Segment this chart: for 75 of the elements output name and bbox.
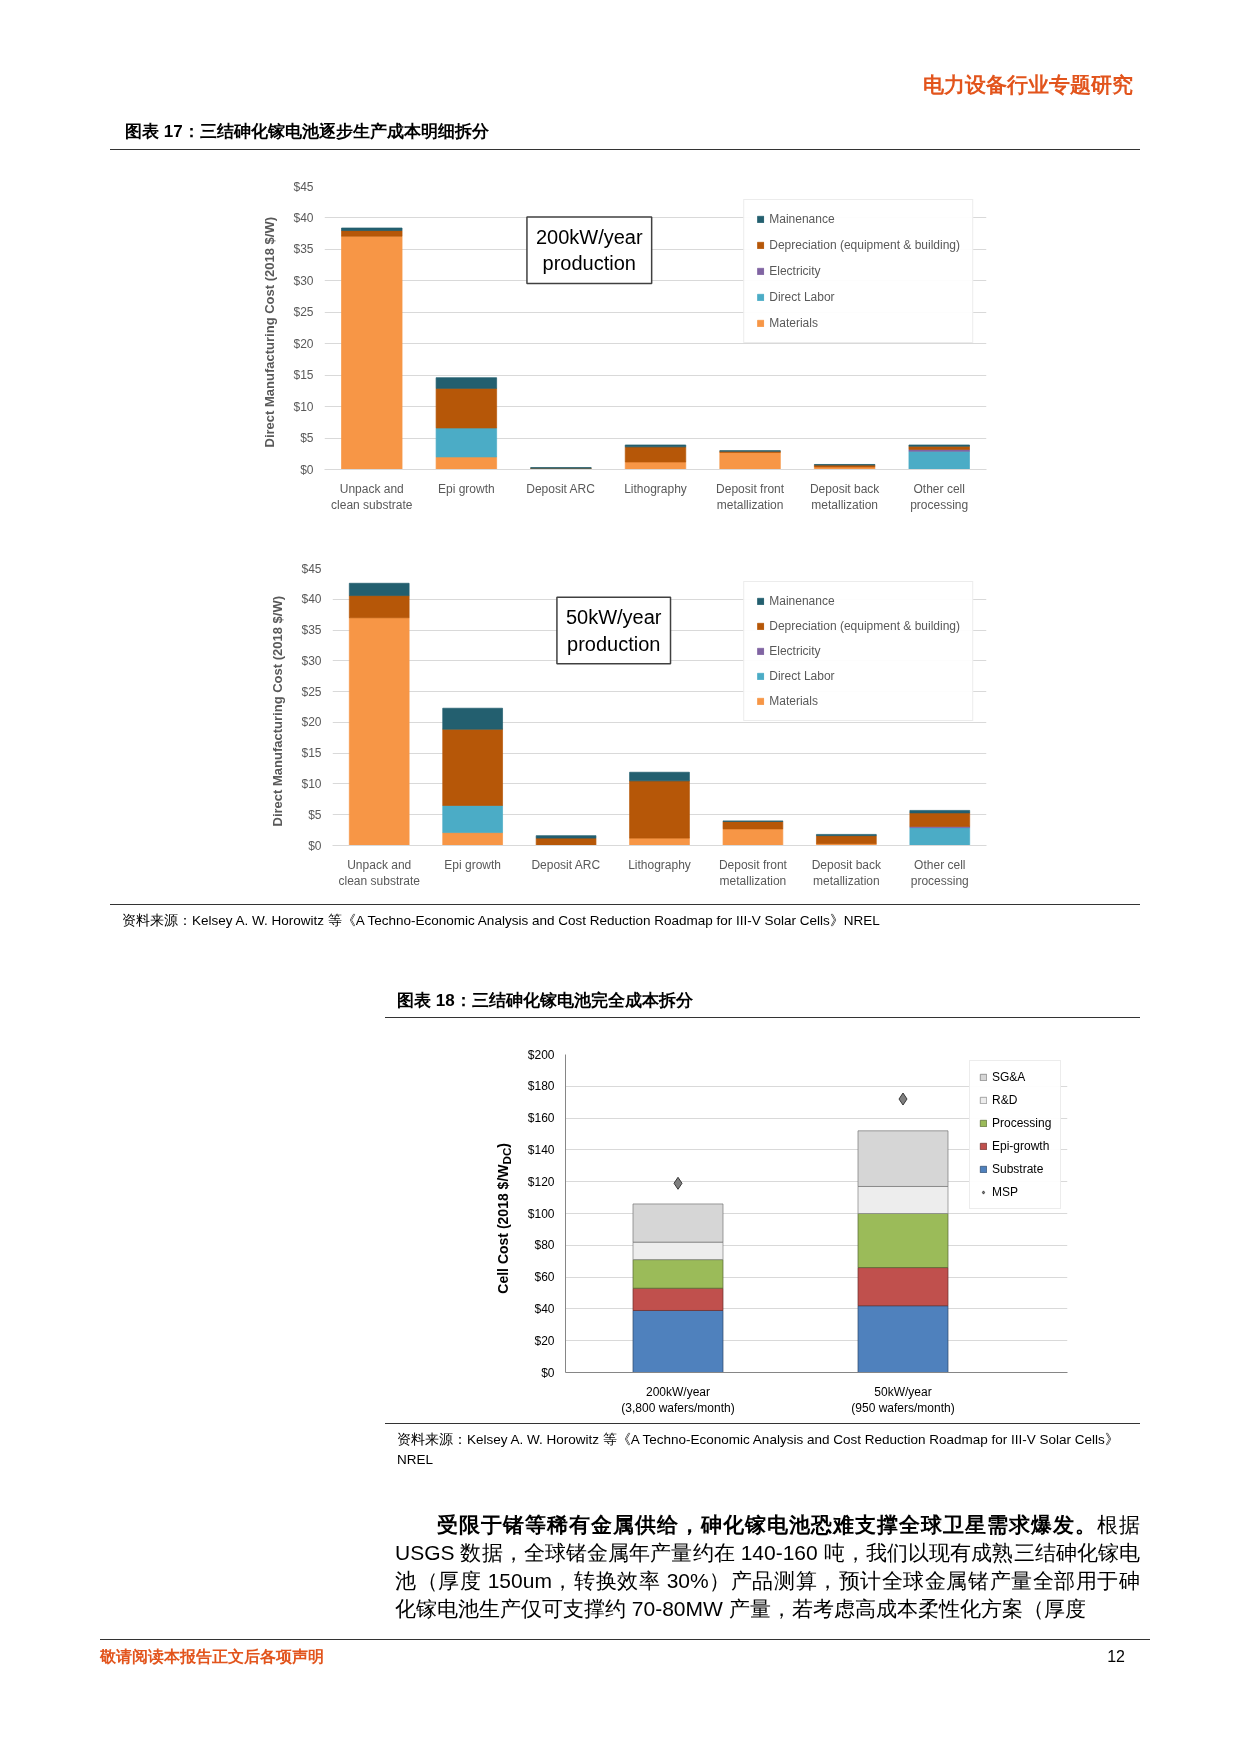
- chart-title: 图表 18：三结砷化镓电池完全成本拆分: [385, 986, 1140, 1018]
- x-tick-label: Deposit ARC: [526, 481, 596, 496]
- legend-label: Direct Labor: [769, 669, 835, 683]
- x-tick-label: Other cell processing: [910, 857, 969, 889]
- legend-label: Depreciation (equipment & building): [769, 238, 960, 252]
- y-tick-label: $35: [301, 623, 322, 638]
- legend-label: Mainenance: [769, 594, 835, 608]
- x-tick-label: Deposit front metallization: [716, 481, 785, 513]
- x-tick-label: Unpack and clean substrate: [331, 481, 413, 513]
- x-tick-label: Other cell processing: [910, 481, 969, 513]
- x-tick-label: Epi growth: [438, 481, 495, 496]
- legend-label: Substrate: [992, 1162, 1044, 1176]
- y-tick-label: $40: [293, 210, 314, 225]
- y-tick-label: $60: [534, 1270, 555, 1285]
- y-tick-label: $40: [534, 1301, 555, 1316]
- legend-label: Materials: [769, 316, 818, 330]
- text: 50kW/year production: [565, 606, 662, 655]
- y-tick-label: $0: [541, 1365, 555, 1380]
- y-tick-label: $20: [301, 715, 322, 730]
- text: 200kW/year production: [535, 225, 643, 275]
- legend-label: Mainenance: [769, 212, 835, 226]
- y-tick-label: $120: [527, 1174, 555, 1189]
- y-tick-label: $35: [293, 242, 314, 257]
- y-tick-label: $160: [527, 1111, 555, 1126]
- chart-title: 图表 17：三结砷化镓电池逐步生产成本明细拆分: [110, 117, 1140, 150]
- legend-label: Materials: [769, 694, 818, 708]
- x-tick-label: Deposit back metallization: [809, 481, 881, 513]
- x-tick-label: Unpack and clean substrate: [338, 857, 421, 889]
- y-tick-label: $20: [293, 336, 314, 351]
- y-tick-label: $20: [534, 1333, 555, 1348]
- legend-label: Electricity: [769, 264, 821, 278]
- y-tick-label: $40: [301, 592, 322, 607]
- y-axis-title: Direct Manufacturing Cost (2018 $/W): [268, 596, 286, 827]
- y-tick-label: $25: [293, 305, 314, 320]
- legend-label: Electricity: [769, 644, 821, 658]
- legend-label: R&D: [992, 1093, 1018, 1107]
- y-tick-label: $25: [301, 684, 322, 699]
- x-tick-label: 50kW/year (950 wafers/month): [851, 1384, 955, 1416]
- legend-label: Epi-growth: [992, 1139, 1050, 1153]
- text: 资料来源：Kelsey A. W. Horowitz 等《A Techno-Economic Analysis and Cost Reduction Roadmap for III-V Solar Cells》NREL: [385, 1423, 1140, 1471]
- y-tick-label: $45: [301, 561, 322, 576]
- y-tick-label: $100: [527, 1206, 555, 1221]
- text: 电力设备行业专题研究: [922, 72, 1133, 98]
- legend-label: Direct Labor: [769, 290, 835, 304]
- y-tick-label: $0: [300, 462, 314, 477]
- y-tick-label: $15: [293, 368, 314, 383]
- x-tick-label: Lithography: [628, 857, 691, 872]
- text: 12: [1107, 1647, 1125, 1667]
- legend-label: Depreciation (equipment & building): [769, 619, 960, 633]
- y-tick-label: $140: [527, 1142, 555, 1157]
- y-tick-label: $5: [300, 431, 314, 446]
- x-tick-label: Deposit ARC: [531, 857, 601, 872]
- y-axis-title: Direct Manufacturing Cost (2018 $/W): [260, 217, 278, 448]
- text: 资料来源：Kelsey A. W. Horowitz 等《A Techno-Economic Analysis and Cost Reduction Roadmap for III-V Solar Cells》NREL: [110, 904, 1140, 976]
- x-tick-label: 200kW/year (3,800 wafers/month): [621, 1384, 735, 1416]
- y-tick-label: $200: [527, 1047, 555, 1062]
- y-tick-label: $80: [534, 1238, 555, 1253]
- x-tick-label: Deposit back metallization: [811, 857, 883, 889]
- legend-label: MSP: [992, 1185, 1019, 1199]
- y-tick-label: $15: [301, 746, 322, 761]
- y-tick-label: $10: [293, 399, 314, 414]
- legend-label: Processing: [992, 1116, 1052, 1130]
- y-tick-label: $5: [308, 807, 322, 822]
- text: 受限于锗等稀有金属供给，砷化镓电池恐难支撑全球卫星需求爆发。: [437, 1513, 1097, 1536]
- y-tick-label: $0: [308, 838, 322, 853]
- x-tick-label: Epi growth: [444, 857, 501, 872]
- x-tick-label: Deposit front metallization: [718, 857, 788, 889]
- y-tick-label: $30: [301, 653, 322, 668]
- y-tick-label: $45: [293, 179, 314, 194]
- y-tick-label: $180: [527, 1079, 555, 1094]
- legend-label: SG&A: [992, 1070, 1026, 1084]
- y-tick-label: $10: [301, 776, 322, 791]
- x-tick-label: Lithography: [624, 481, 687, 496]
- y-tick-label: $30: [293, 273, 314, 288]
- text: 敬请阅读本报告正文后各项声明: [100, 1647, 324, 1667]
